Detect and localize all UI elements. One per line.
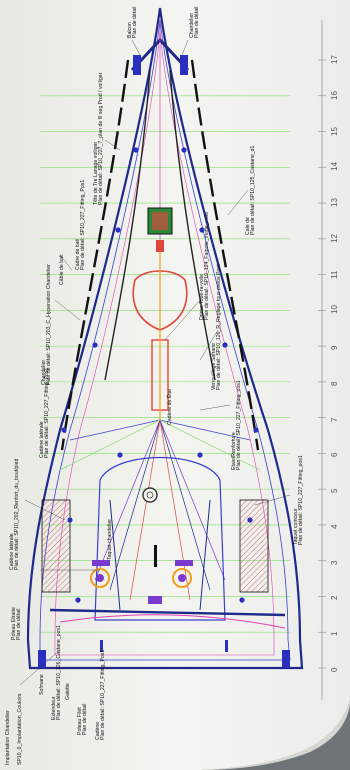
stern-fittings — [38, 545, 290, 668]
callout-bow-right: Chandelier Plan de détail — [189, 6, 201, 38]
callout-left-low-c: Poteau Etraite Plan de détail — [11, 607, 23, 640]
callout-stern-e: Cadène Plan de détail: SP10_227_Fitting_P… — [95, 649, 107, 740]
scale-tick-label: 15 — [330, 126, 339, 136]
scale-tick-label: 6 — [330, 452, 339, 458]
stern-arc — [59, 614, 286, 629]
deck-fitting — [92, 342, 98, 348]
scale-tick-label: 4 — [330, 524, 339, 529]
leader-lines — [19, 39, 291, 686]
bow-fitting-right — [180, 55, 188, 75]
jackline-left — [104, 69, 151, 381]
callout-stern-d: Poteau Filet Plan de détail — [77, 703, 89, 735]
callout-stern-b: Extendeur Plan de détail: SP10_126_Castan… — [51, 625, 63, 720]
scale-tick-label: 10 — [330, 305, 339, 315]
scale-tick-label: 8 — [330, 381, 339, 386]
deck-fitting — [199, 227, 205, 233]
deck-fitting — [61, 427, 67, 433]
callout-center-a: Cadène de Étai — [167, 389, 173, 425]
scale-tick-label: 7 — [330, 417, 339, 422]
scale-tick-label: 2 — [330, 596, 339, 601]
hull-outline-outer — [26, 7, 304, 670]
cockpit-coaming — [94, 457, 226, 621]
hull-outline-inner — [39, 19, 291, 661]
callout-center-b: Taquet chandelier — [107, 519, 113, 560]
mast-partners — [132, 270, 188, 331]
jackline-right — [169, 69, 216, 381]
callout-right-mid-b: Verrouillage Safrane Plan de détail: SP10… — [211, 264, 223, 390]
callout-left-top: Tête de Tre Lanage voiliger Plan de détai… — [93, 72, 105, 205]
traveller — [49, 608, 286, 617]
deck-fitting — [197, 452, 203, 458]
callout-left-low-b: Cadène latérale Plan de détail: SP10_202_… — [9, 458, 21, 570]
callout-bow-left: Balcon Plan de détail — [127, 6, 139, 38]
lazarette-right — [239, 499, 269, 593]
deck-fittings — [61, 147, 259, 603]
hull-outline-sheer — [54, 29, 275, 656]
callout-left-mid-a: Cadre de bati Plan de détail: SP10_227_Fi… — [75, 179, 87, 270]
winches — [90, 560, 193, 588]
toe-rail-right — [190, 59, 260, 451]
callout-left-low-a: Cadène latérale Plan de détail: SP10_227_… — [39, 367, 51, 458]
compass — [142, 487, 158, 503]
scale-ticks — [318, 59, 326, 669]
deck-fitting — [181, 147, 187, 153]
scale-tick-label: 3 — [330, 560, 339, 565]
callout-right-mid-c: Etaie/Renforture Plan de détail: SP10_227… — [231, 380, 243, 470]
bow-fitting-left — [133, 55, 141, 75]
callout-bottom-a: SP10_0_Implantation_Couloirs — [17, 693, 23, 765]
mast-top-fitting — [156, 240, 164, 252]
scale-tick-label: 13 — [330, 198, 339, 208]
cockpit-seat-outline — [109, 499, 211, 611]
callout-stern-c: Galette — [65, 683, 71, 700]
callout-bottom-b: Implantation Chandelier — [5, 710, 11, 765]
scale-tick-label: 14 — [330, 162, 339, 172]
scale-tick-label: 9 — [330, 345, 339, 351]
lazarette-left — [41, 499, 71, 593]
deck-fitting — [75, 597, 81, 603]
scale-tick-label: 11 — [330, 270, 339, 279]
toe-rail-left — [60, 59, 130, 451]
scale-tick-label: 16 — [330, 90, 339, 100]
callout-right-low-a: Taquet coinceur Plan de détail: SP10_227_… — [293, 455, 305, 545]
scale-tick-label: 0 — [330, 667, 339, 672]
scale-tick-label: 1 — [330, 631, 339, 637]
callout-stern-a: Sofmane — [39, 674, 45, 695]
deck-fitting — [222, 342, 228, 348]
scale-tick-label: 12 — [330, 233, 339, 243]
callout-right-top: Cale de Plan de détail: SP10_125_Castane_… — [245, 145, 257, 235]
deck-fitting — [253, 427, 259, 433]
scale-tick-label: 5 — [330, 488, 339, 494]
deck-fitting — [133, 147, 139, 153]
callout-right-mid-a: Drisse Tope-ra-voile Plan de détail: SP10… — [199, 211, 211, 320]
deck-fitting — [67, 517, 73, 523]
deck-fitting — [247, 517, 253, 523]
deck-fitting — [115, 227, 121, 233]
callout-left-mid-b: Câble de bati — [59, 254, 65, 285]
deck-fitting — [239, 597, 245, 603]
scale-tick-label: 17 — [330, 55, 339, 64]
deck-fitting — [117, 452, 123, 458]
